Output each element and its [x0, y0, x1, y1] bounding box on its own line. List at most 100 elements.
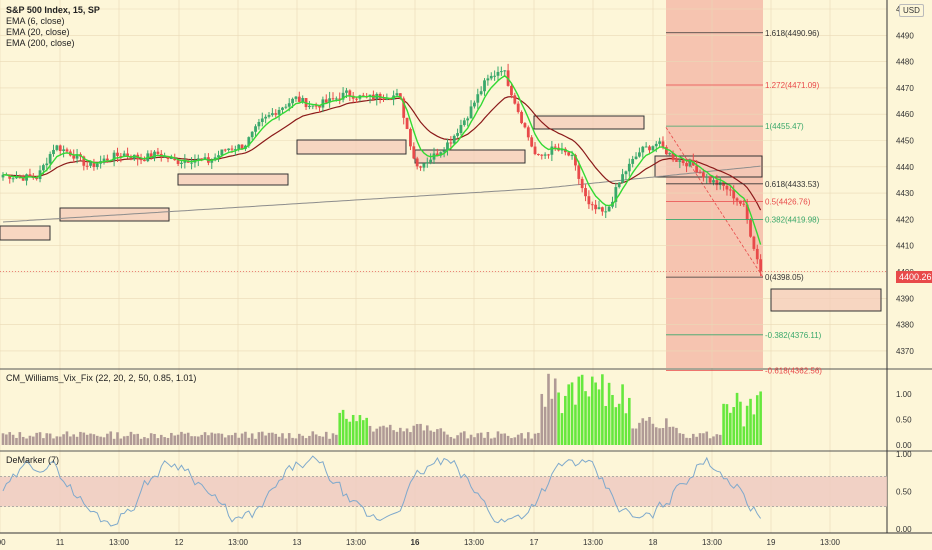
vix-bar [197, 436, 200, 445]
candle-body [281, 107, 284, 110]
vix-bar [99, 436, 102, 445]
vix-bar [449, 436, 453, 445]
candle-body [459, 125, 463, 134]
candle-body [11, 178, 15, 180]
vix-bar [234, 432, 237, 445]
candle-body [483, 80, 486, 92]
vix-bar [335, 434, 338, 445]
candle-body [701, 172, 705, 178]
vix-bar [617, 403, 621, 445]
vix-bar [274, 433, 278, 445]
vix-bar [607, 382, 611, 445]
candles [1, 63, 763, 277]
candle-body [190, 162, 193, 164]
vix-bar [244, 431, 247, 445]
candle-body [638, 152, 641, 157]
fibonacci-levels: 2(4512.90)1.618(4490.96)1.272(4471.09)1(… [0, 29, 887, 375]
price-axis[interactable]: 4370438043904400441044204430444044504460… [896, 5, 914, 534]
vix-bar [203, 432, 207, 445]
vix-bar [671, 426, 675, 445]
candle-body [503, 70, 507, 72]
candle-body [324, 99, 328, 103]
vix-bar [634, 428, 638, 445]
vix-bar [62, 434, 65, 445]
vix-bar [348, 421, 352, 445]
time-tick-label: 13:00 [464, 538, 485, 547]
candle-body [712, 180, 715, 183]
candle-body [223, 149, 227, 151]
vix-bar [385, 427, 389, 445]
vix-bar [422, 430, 426, 445]
candle-body [499, 71, 503, 73]
vix-bar [715, 434, 719, 445]
price-tick-label: 4370 [896, 347, 914, 356]
candle-body [560, 148, 564, 151]
vix-bar [75, 436, 79, 445]
candle-body [102, 158, 106, 162]
vix-bar [173, 435, 177, 445]
demarker-path [2, 455, 762, 527]
candle-body [614, 187, 618, 202]
price-tick-label: 4390 [896, 294, 914, 303]
candle-body [301, 98, 305, 102]
vix-bar [79, 431, 82, 445]
candle-body [547, 154, 550, 156]
vix-bar [260, 431, 264, 445]
candle-body [62, 149, 66, 152]
vix-bar [321, 436, 325, 445]
vix-bar [58, 436, 62, 445]
vix-bar [102, 437, 106, 445]
vix-bar [722, 403, 725, 445]
vix-bar [176, 434, 180, 445]
vix-bar [281, 433, 284, 445]
candle-body [543, 154, 547, 156]
candle-body [745, 204, 749, 221]
vix-bar [399, 427, 402, 445]
vix-bar [510, 438, 513, 445]
vix-bar [227, 435, 230, 445]
candle-body [688, 159, 692, 167]
candle-body [486, 78, 490, 81]
vix-bar [1, 433, 5, 445]
candle-body [651, 146, 655, 151]
vix-bar [705, 431, 709, 445]
vix-bar [361, 420, 365, 445]
candle-body [452, 135, 456, 144]
vix-bar [590, 376, 594, 445]
vix-bar [372, 431, 375, 445]
candle-body [203, 157, 207, 160]
time-axis[interactable]: :00 11 13:00 12 13:00 13 13:00 16 13:00 17 13:00 18… [0, 538, 841, 547]
candle-body [574, 155, 577, 166]
vix-bar [143, 437, 146, 445]
candle-body [594, 204, 598, 210]
vix-bar [436, 429, 439, 445]
candle-body [641, 146, 645, 153]
candle-body [196, 158, 200, 160]
candle-body [735, 198, 739, 201]
price-tick-label: 4410 [896, 242, 914, 251]
candle-body [328, 98, 332, 103]
candle-body [479, 91, 483, 95]
vix-bar [11, 434, 15, 445]
vix-bar [503, 433, 507, 445]
vix-bar [678, 433, 682, 445]
vix-bar [594, 382, 597, 445]
vix-bar [698, 433, 702, 445]
vix-bar [631, 428, 634, 445]
supply-demand-zones[interactable] [0, 115, 882, 312]
vix-bar [624, 413, 628, 445]
vix-bar [553, 378, 557, 445]
vix-bar [136, 433, 139, 445]
vix-bar [681, 433, 685, 445]
price-tick-label: 4430 [896, 189, 914, 198]
currency-badge[interactable]: USD [899, 4, 924, 17]
vix-bar [459, 432, 463, 445]
vix-bar [718, 434, 722, 445]
vix-bar [5, 434, 8, 445]
candle-body [15, 177, 18, 179]
candle-body [173, 157, 177, 161]
demarker-legend: DeMarker (7) [6, 455, 59, 466]
vix-bar [520, 433, 523, 445]
vix-bar [452, 438, 456, 445]
